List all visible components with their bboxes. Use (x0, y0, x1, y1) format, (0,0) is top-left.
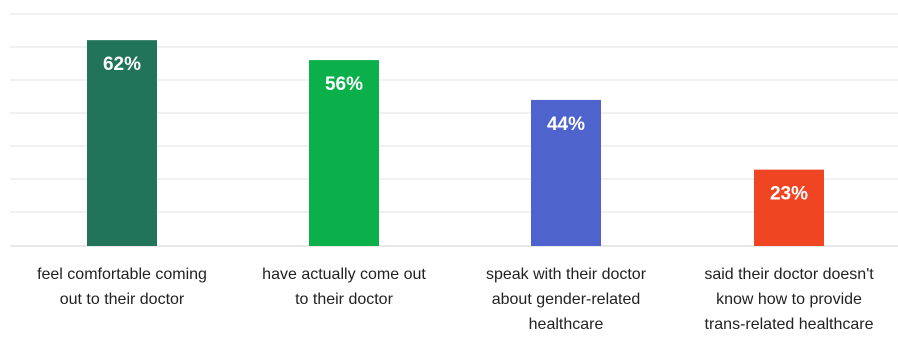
category-label-2: have actually come out to their doctor (262, 266, 426, 308)
bar-3 (531, 99, 601, 246)
category-label-line: feel comfortable coming (37, 266, 207, 283)
bars (87, 40, 824, 246)
category-label-3: speak with their doctor about gender-rela… (486, 266, 647, 332)
data-label-1: 62% (103, 54, 141, 75)
category-label-line: said their doctor doesn't (704, 266, 874, 283)
category-label-line: know how to provide (716, 291, 862, 308)
category-labels: feel comfortable coming out to their doct… (37, 266, 874, 333)
data-label-3: 44% (547, 114, 585, 135)
bar-1 (87, 40, 157, 246)
category-label-line: healthcare (529, 316, 604, 332)
gridlines (10, 13, 898, 247)
data-label-2: 56% (325, 74, 363, 95)
bar-4 (754, 169, 824, 246)
category-label-1: feel comfortable coming out to their doct… (37, 266, 207, 308)
category-label-line: have actually come out (262, 266, 426, 283)
bar-2 (309, 60, 379, 246)
value-labels: 62% 56% 44% 23% (103, 54, 808, 204)
category-label-4: said their doctor doesn't know how to pro… (704, 266, 874, 332)
category-label-line: to their doctor (295, 291, 394, 308)
category-label-line: speak with their doctor (486, 266, 647, 283)
data-label-4: 23% (770, 184, 808, 205)
category-label-line: out to their doctor (60, 291, 185, 308)
category-label-line: trans-related healthcare (705, 316, 874, 332)
category-label-line: about gender-related (492, 291, 641, 308)
